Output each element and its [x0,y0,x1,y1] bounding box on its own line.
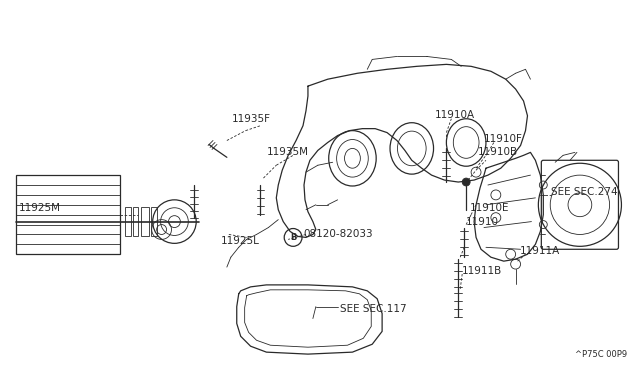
Text: ^P75C 00P9: ^P75C 00P9 [575,350,627,359]
Text: 11925M: 11925M [19,203,61,213]
Text: 11910A: 11910A [435,110,475,120]
Text: SEE SEC.274: SEE SEC.274 [551,187,618,197]
Text: 11910: 11910 [466,217,499,227]
Bar [141,207,148,237]
Text: 11935F: 11935F [232,114,271,124]
Text: 11911A: 11911A [520,246,560,256]
Circle shape [462,178,470,186]
Text: 11910F: 11910F [484,134,523,144]
Bar [125,207,131,237]
Text: 11935M: 11935M [266,147,308,157]
Text: 11910E: 11910E [470,203,509,213]
Text: 08120-82033: 08120-82033 [303,230,372,240]
Text: SEE SEC.117: SEE SEC.117 [340,304,406,314]
Text: 11910B: 11910B [478,147,518,157]
Bar [150,207,157,237]
Text: B: B [290,233,296,242]
Bar [133,207,138,237]
Text: 11911B: 11911B [462,266,502,276]
Text: 11925L: 11925L [221,236,260,246]
Bar [16,175,120,254]
